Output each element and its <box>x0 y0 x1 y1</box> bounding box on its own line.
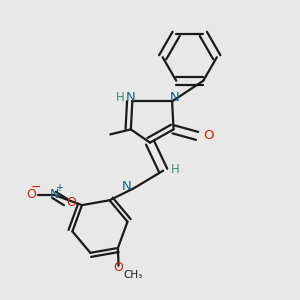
Text: O: O <box>114 261 124 274</box>
Text: CH₃: CH₃ <box>124 270 143 280</box>
Text: N: N <box>49 188 59 201</box>
Text: H: H <box>171 163 179 176</box>
Text: N: N <box>126 92 136 104</box>
Text: N: N <box>169 92 179 104</box>
Text: O: O <box>204 129 214 142</box>
Text: N: N <box>122 180 131 193</box>
Text: O: O <box>67 196 76 209</box>
Text: H: H <box>116 92 125 104</box>
Text: −: − <box>31 181 41 194</box>
Text: +: + <box>55 183 63 193</box>
Text: O: O <box>26 188 36 201</box>
